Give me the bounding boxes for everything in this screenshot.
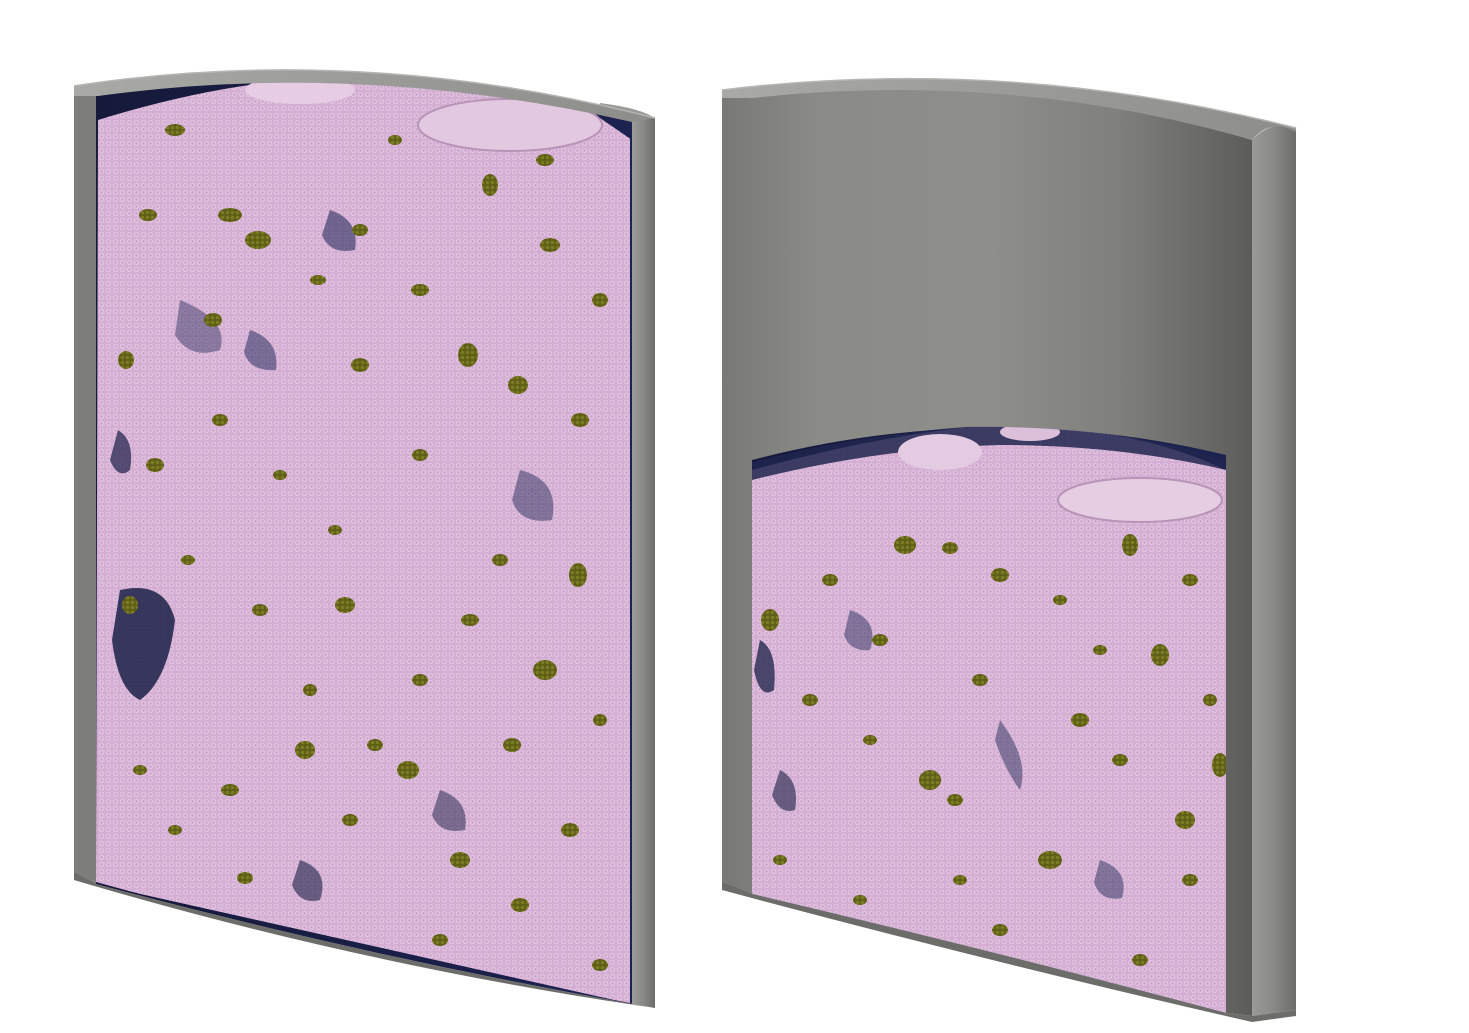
left-column bbox=[73, 69, 656, 1009]
left-particle-bed bbox=[96, 78, 630, 1003]
left-column-back-wall bbox=[74, 86, 98, 886]
right-particle-bed bbox=[752, 426, 1226, 1013]
left-column-shell bbox=[632, 111, 655, 1009]
right-column bbox=[721, 77, 1297, 1022]
left-column-rim bbox=[74, 69, 655, 122]
right-column-shell bbox=[1252, 125, 1296, 1016]
